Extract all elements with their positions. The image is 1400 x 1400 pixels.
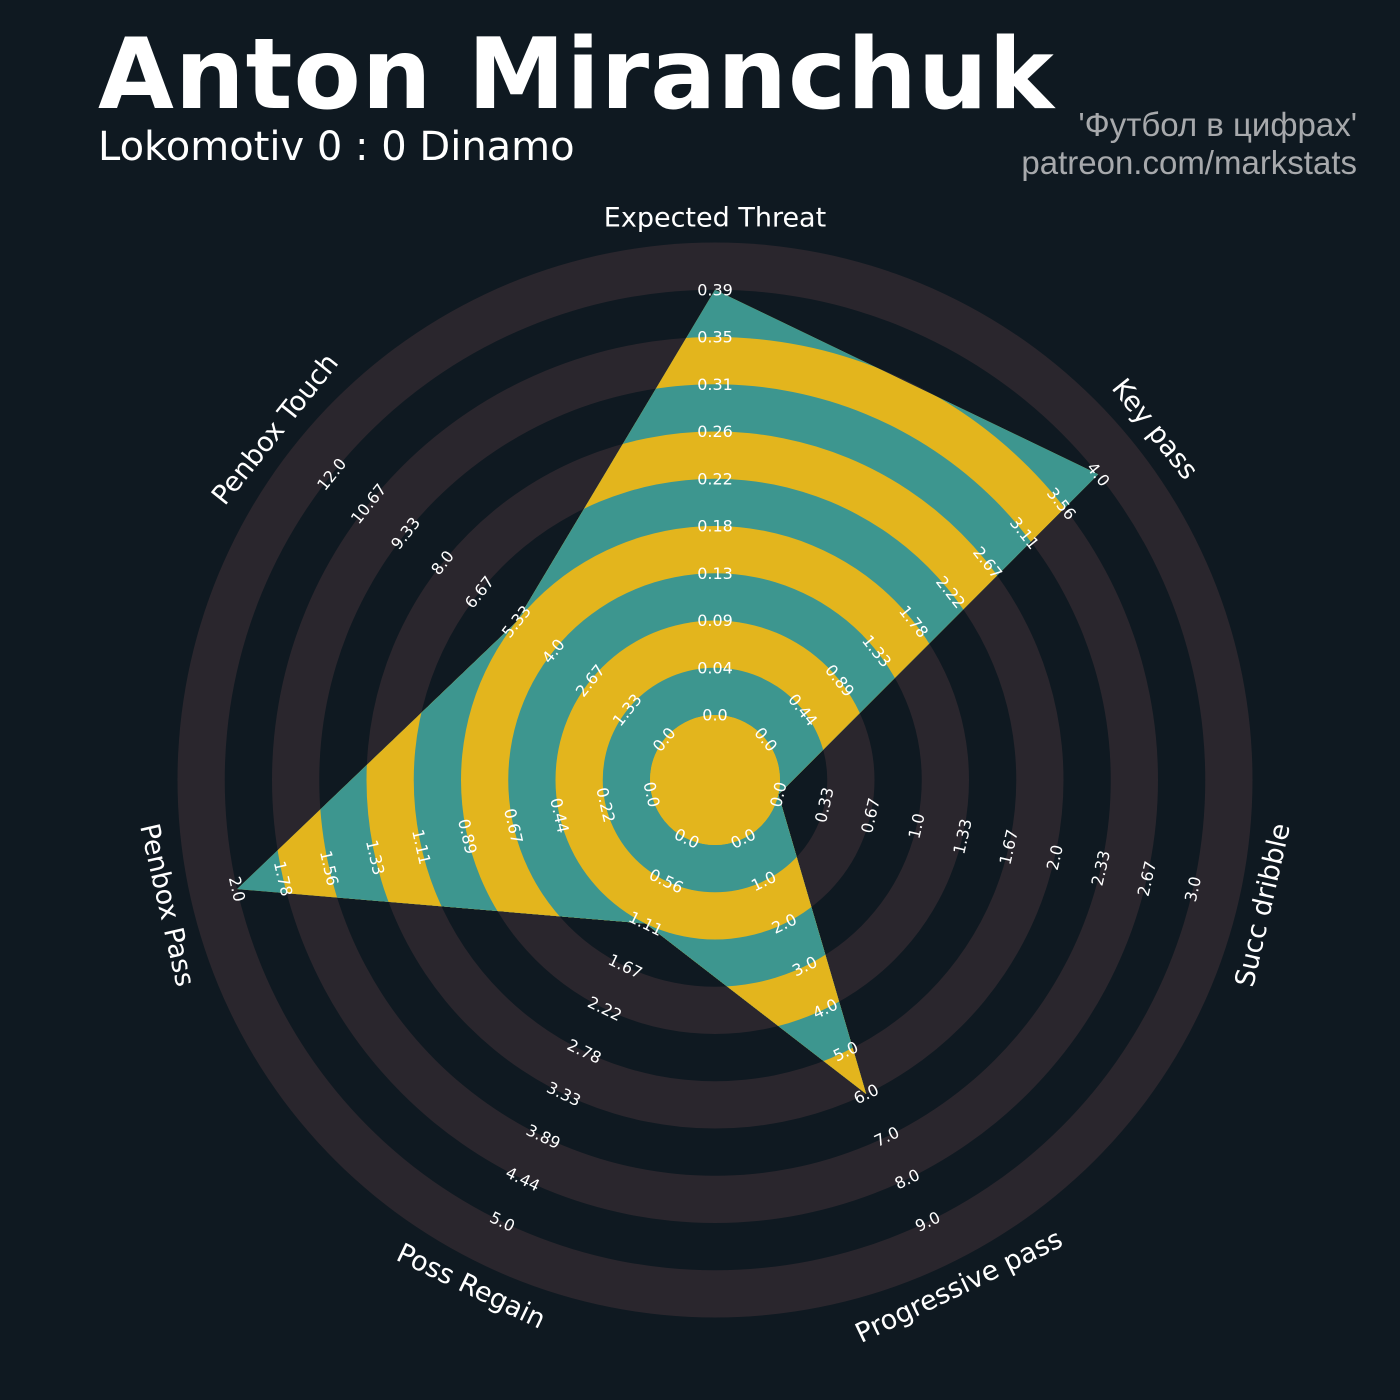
tick-label: 0.22 xyxy=(697,469,733,488)
tick-label: 0.31 xyxy=(697,375,733,394)
tick-label: 0.09 xyxy=(697,611,733,630)
player-name-title: Anton Miranchuk xyxy=(98,18,1055,132)
tick-label: 0.04 xyxy=(697,658,733,677)
tick-label: 0.35 xyxy=(697,328,733,347)
tick-label: 0.26 xyxy=(697,422,733,441)
match-score-subtitle: Lokomotiv 0 : 0 Dinamo xyxy=(98,124,575,170)
credit-source-text: 'Футбол в цифрах' xyxy=(1078,106,1357,143)
value-ring-center xyxy=(650,715,780,845)
axis-label: Expected Threat xyxy=(604,202,826,233)
tick-label: 0.13 xyxy=(697,564,733,583)
tick-label: 0.18 xyxy=(697,517,733,536)
tick-label: 0.0 xyxy=(702,706,727,725)
credit-url-text: patreon.com/markstats xyxy=(1021,144,1357,181)
credit-block: 'Футбол в цифрах' patreon.com/markstats xyxy=(1021,106,1357,182)
tick-label: 0.39 xyxy=(697,280,733,299)
